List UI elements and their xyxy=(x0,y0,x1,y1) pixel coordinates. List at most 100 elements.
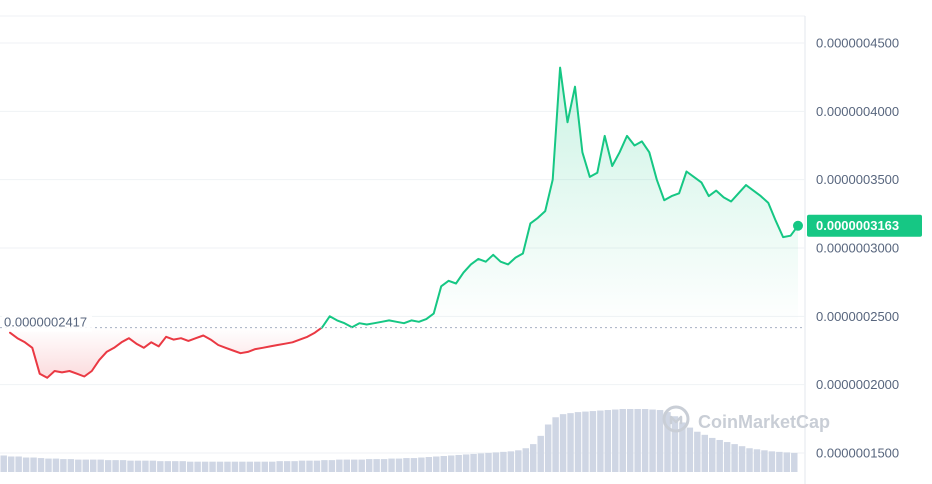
volume-bar xyxy=(455,454,462,472)
volume-bar xyxy=(597,410,604,472)
volume-bar xyxy=(283,461,291,472)
volume-bar xyxy=(336,459,343,472)
y-tick-label: 0.0000003500 xyxy=(816,172,899,187)
volume-bar xyxy=(22,457,30,472)
volume-bar xyxy=(462,454,470,472)
current-price-dot xyxy=(793,220,803,231)
volume-bar xyxy=(783,452,791,472)
volume-bar xyxy=(127,460,134,472)
volume-bar xyxy=(298,460,306,472)
baseline-value: 0.0000002417 xyxy=(4,315,87,330)
volume-bar xyxy=(388,458,395,472)
y-tick-label: 0.0000004000 xyxy=(816,104,899,119)
volume-bar xyxy=(328,460,336,472)
volume-bar xyxy=(194,461,201,472)
current-price-value: 0.0000003163 xyxy=(816,218,899,233)
volume-bar xyxy=(537,435,544,472)
volume-bar xyxy=(544,424,552,472)
volume-bar xyxy=(716,439,723,472)
volume-bar xyxy=(60,459,67,472)
volume-bar xyxy=(425,457,433,472)
volume-bar xyxy=(365,459,373,472)
volume-bar xyxy=(589,411,597,472)
volume-bar xyxy=(447,455,455,472)
y-tick-label: 0.0000004500 xyxy=(816,36,899,51)
volume-bar xyxy=(701,434,709,472)
volume-bar xyxy=(201,461,209,472)
volume-bar xyxy=(216,461,224,472)
volume-bar xyxy=(694,431,701,472)
volume-bar xyxy=(104,460,112,472)
y-axis: 0.0000001500 0.0000002000 0.0000002500 0.00… xyxy=(816,36,899,461)
volume-bar xyxy=(373,459,380,472)
volume-bar xyxy=(403,458,410,472)
volume-bar xyxy=(231,461,239,472)
y-tick-label: 0.0000002000 xyxy=(816,377,899,392)
volume-bar xyxy=(753,449,761,472)
area-fill-down xyxy=(10,327,322,378)
volume-bar xyxy=(679,422,686,472)
volume-bar xyxy=(209,461,216,472)
price-line-up xyxy=(320,66,799,329)
price-area xyxy=(10,67,798,378)
volume-bar xyxy=(224,461,231,472)
volume-bar xyxy=(671,416,679,472)
volume-bar xyxy=(567,413,574,472)
volume-bar xyxy=(291,461,298,472)
volume-bar xyxy=(186,461,194,472)
coinmarketcap-logo-icon xyxy=(662,405,690,433)
volume-bar xyxy=(433,456,440,472)
volume-bar xyxy=(768,451,776,472)
grid-lines xyxy=(0,15,806,484)
volume-bar xyxy=(179,461,186,472)
volume-bar xyxy=(552,417,559,472)
volume-bar xyxy=(440,455,447,472)
baseline-label: 0.0000002417 xyxy=(2,315,92,332)
volume-bar xyxy=(470,453,477,472)
volume-bar xyxy=(791,452,798,472)
volume-bar xyxy=(485,452,492,472)
volume-bar xyxy=(626,409,634,472)
volume-bar xyxy=(761,450,768,472)
volume-bar xyxy=(634,409,641,472)
coinmarketcap-watermark: CoinMarketCap xyxy=(662,405,830,433)
current-price-badge: 0.0000003163 xyxy=(807,214,922,237)
volume-bar xyxy=(75,459,82,472)
volume-bar xyxy=(619,409,626,472)
volume-bar xyxy=(351,459,358,472)
volume-bar xyxy=(37,458,45,472)
y-tick-label: 0.0000002500 xyxy=(816,309,899,324)
volume-bar xyxy=(112,460,119,472)
volume-bar xyxy=(239,461,246,472)
watermark-text: CoinMarketCap xyxy=(698,412,830,432)
volume-bar xyxy=(142,460,149,472)
volume-bar xyxy=(97,459,104,472)
volume-bar xyxy=(30,457,37,472)
volume-bar xyxy=(559,414,567,472)
volume-bar xyxy=(530,444,537,472)
volume-bar xyxy=(395,458,403,472)
volume-bar xyxy=(723,442,731,472)
price-line xyxy=(9,66,799,379)
volume-bar xyxy=(45,458,52,472)
volume-bar xyxy=(15,456,22,472)
volume-bar xyxy=(246,461,254,472)
volume-bar xyxy=(254,461,261,472)
volume-bar xyxy=(149,460,157,472)
volume-bar xyxy=(746,448,753,472)
volume-bar xyxy=(261,461,268,472)
volume-bar xyxy=(574,412,582,472)
volume-bar xyxy=(67,459,75,472)
volume-bar xyxy=(641,409,649,472)
volume-bar xyxy=(776,451,783,472)
volume-bar xyxy=(52,458,60,472)
volume-bar xyxy=(507,451,515,472)
volume-bar xyxy=(380,459,388,472)
volume-bar xyxy=(738,446,746,472)
volume-bar xyxy=(731,444,738,472)
volume-bar xyxy=(582,411,589,472)
volume-bar xyxy=(500,451,507,472)
volume-bar xyxy=(89,459,97,472)
volume-bar xyxy=(157,461,164,472)
